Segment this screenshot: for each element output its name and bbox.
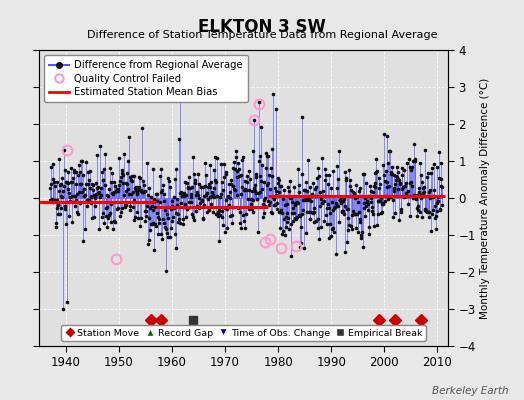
- Text: ELKTON 3 SW: ELKTON 3 SW: [198, 18, 326, 36]
- Legend: Station Move, Record Gap, Time of Obs. Change, Empirical Break: Station Move, Record Gap, Time of Obs. C…: [61, 325, 426, 341]
- Text: Difference of Station Temperature Data from Regional Average: Difference of Station Temperature Data f…: [87, 30, 437, 40]
- Y-axis label: Monthly Temperature Anomaly Difference (°C): Monthly Temperature Anomaly Difference (…: [480, 77, 490, 319]
- Text: Berkeley Earth: Berkeley Earth: [432, 386, 508, 396]
